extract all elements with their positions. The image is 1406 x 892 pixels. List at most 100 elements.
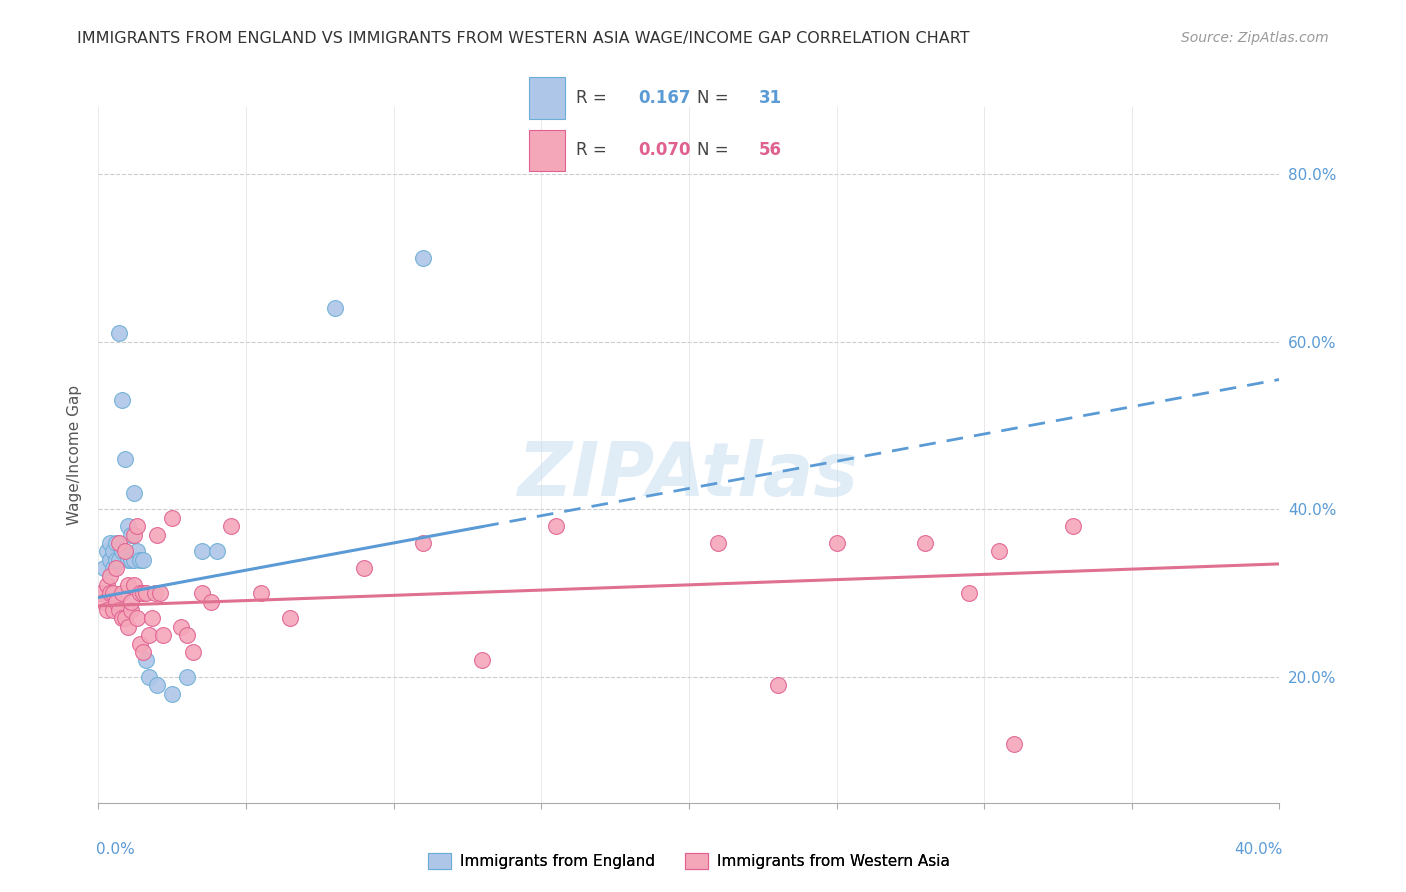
Point [111, 393, 134, 408]
Text: N =: N = [697, 89, 734, 107]
Point [103, 561, 125, 575]
Point [353, 561, 375, 575]
Point [117, 578, 139, 592]
Point [412, 251, 434, 265]
Point [323, 301, 346, 316]
Point [114, 611, 136, 625]
Point [93, 561, 115, 575]
Point [162, 687, 183, 701]
Legend: Immigrants from England, Immigrants from Western Asia: Immigrants from England, Immigrants from… [422, 847, 956, 875]
Point [128, 552, 150, 566]
Point [103, 586, 125, 600]
Point [114, 544, 136, 558]
Point [132, 552, 155, 566]
Point [914, 536, 936, 550]
Point [120, 552, 142, 566]
Point [105, 552, 128, 566]
Text: 0.070: 0.070 [638, 142, 690, 160]
Point [146, 527, 169, 541]
Point [546, 519, 568, 533]
Point [103, 544, 125, 558]
Point [125, 544, 148, 558]
Text: Source: ZipAtlas.com: Source: ZipAtlas.com [1181, 31, 1329, 45]
Point [471, 653, 494, 667]
Text: 56: 56 [759, 142, 782, 160]
Text: ZIPAtlas: ZIPAtlas [519, 439, 859, 512]
Point [250, 586, 273, 600]
Point [105, 536, 128, 550]
Point [122, 578, 145, 592]
Point [108, 603, 131, 617]
Point [108, 536, 131, 550]
Point [707, 536, 730, 550]
Point [181, 645, 204, 659]
Text: 40.0%: 40.0% [1234, 842, 1282, 856]
Point [176, 670, 198, 684]
Y-axis label: Wage/Income Gap: Wage/Income Gap [67, 384, 83, 525]
Point [117, 552, 139, 566]
Text: 31: 31 [759, 89, 782, 107]
Point [111, 586, 134, 600]
Point [108, 552, 131, 566]
Point [170, 620, 193, 634]
Point [108, 326, 131, 341]
Point [1002, 737, 1025, 751]
Point [98, 569, 121, 583]
Point [117, 519, 139, 533]
Point [135, 653, 157, 667]
Point [114, 452, 136, 467]
Point [135, 586, 157, 600]
Point [117, 620, 139, 634]
Point [200, 594, 222, 608]
Point [122, 552, 145, 566]
Point [132, 586, 155, 600]
Point [98, 536, 121, 550]
Point [138, 670, 160, 684]
Text: IMMIGRANTS FROM ENGLAND VS IMMIGRANTS FROM WESTERN ASIA WAGE/INCOME GAP CORRELAT: IMMIGRANTS FROM ENGLAND VS IMMIGRANTS FR… [77, 31, 970, 46]
Point [125, 519, 148, 533]
Point [111, 611, 134, 625]
Point [959, 586, 981, 600]
Point [98, 552, 121, 566]
Text: R =: R = [576, 89, 613, 107]
Point [98, 586, 121, 600]
Point [105, 594, 128, 608]
Point [219, 519, 242, 533]
Point [93, 594, 115, 608]
Point [125, 611, 148, 625]
Point [128, 586, 150, 600]
Point [96, 544, 118, 558]
Point [90, 586, 112, 600]
Text: 0.0%: 0.0% [96, 842, 135, 856]
Point [825, 536, 848, 550]
Point [96, 578, 118, 592]
Point [105, 561, 128, 575]
Point [278, 611, 302, 625]
Point [132, 645, 155, 659]
FancyBboxPatch shape [529, 129, 565, 171]
Text: N =: N = [697, 142, 734, 160]
Point [120, 527, 142, 541]
Point [141, 611, 163, 625]
Point [146, 678, 169, 692]
Text: R =: R = [576, 142, 613, 160]
Point [111, 544, 134, 558]
Point [122, 527, 145, 541]
Point [138, 628, 160, 642]
Point [143, 586, 166, 600]
Point [766, 678, 789, 692]
Point [120, 603, 142, 617]
Point [205, 544, 228, 558]
Text: 0.167: 0.167 [638, 89, 690, 107]
Point [96, 603, 118, 617]
Point [128, 636, 150, 650]
Point [103, 603, 125, 617]
Point [412, 536, 434, 550]
Point [176, 628, 198, 642]
Point [122, 485, 145, 500]
Point [191, 586, 214, 600]
FancyBboxPatch shape [529, 78, 565, 119]
Point [152, 628, 174, 642]
Point [987, 544, 1010, 558]
Point [120, 594, 142, 608]
